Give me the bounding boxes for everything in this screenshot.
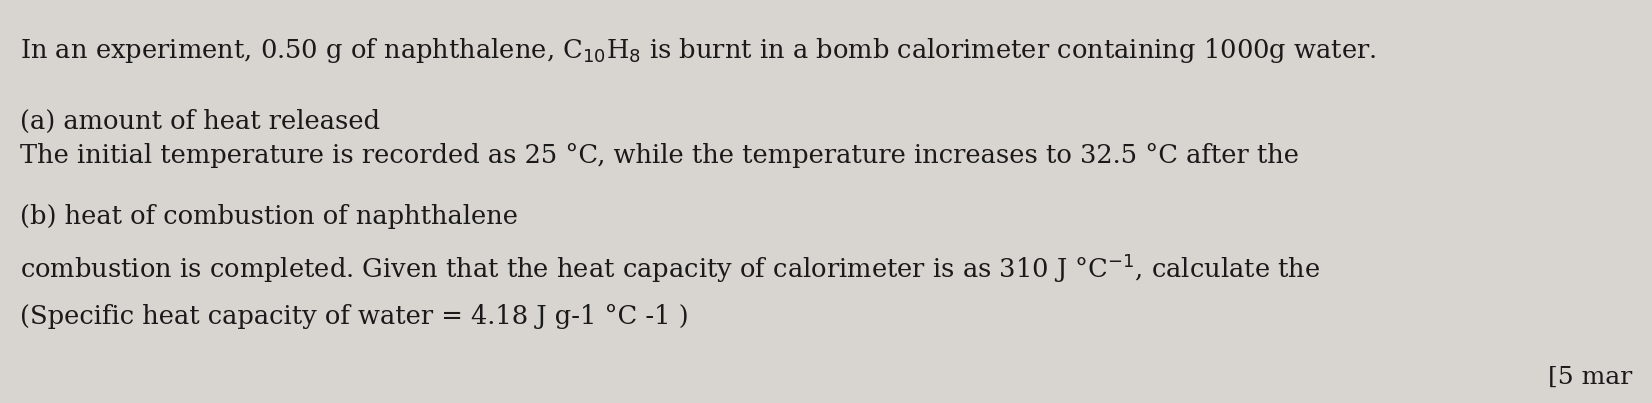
Text: (a) amount of heat released: (a) amount of heat released	[20, 109, 380, 134]
Text: combustion is completed. Given that the heat capacity of calorimeter is as 310 J: combustion is completed. Given that the …	[20, 252, 1320, 285]
Text: [5 mar: [5 mar	[1548, 366, 1632, 389]
Text: In an experiment, 0.50 g of naphthalene, C$_{10}$H$_{8}$ is burnt in a bomb calo: In an experiment, 0.50 g of naphthalene,…	[20, 36, 1376, 65]
Text: (Specific heat capacity of water = 4.18 J g-1 °C -1 ): (Specific heat capacity of water = 4.18 …	[20, 304, 689, 329]
Text: The initial temperature is recorded as 25 °C, while the temperature increases to: The initial temperature is recorded as 2…	[20, 143, 1298, 168]
Text: (b) heat of combustion of naphthalene: (b) heat of combustion of naphthalene	[20, 204, 517, 229]
